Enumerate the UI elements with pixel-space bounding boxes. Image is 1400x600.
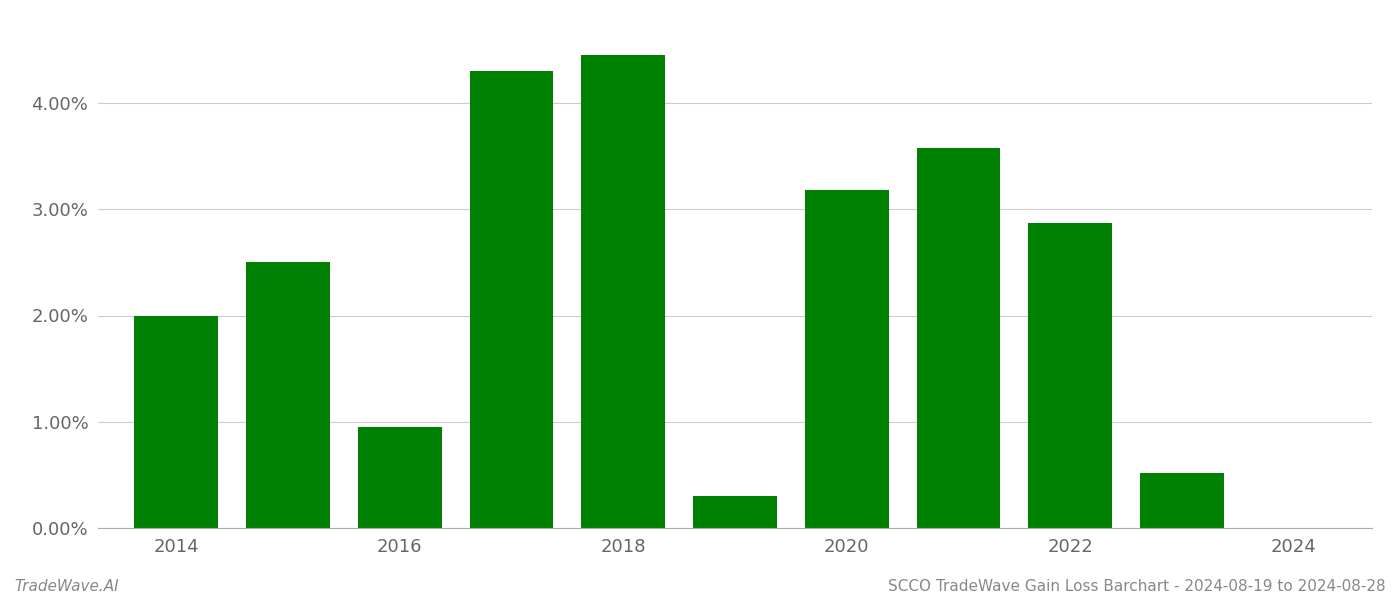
Bar [246, 262, 330, 528]
Bar [134, 316, 218, 528]
Bar [1029, 223, 1112, 528]
Text: TradeWave.AI: TradeWave.AI [14, 579, 119, 594]
Bar [469, 71, 553, 528]
Bar [805, 190, 889, 528]
Text: SCCO TradeWave Gain Loss Barchart - 2024-08-19 to 2024-08-28: SCCO TradeWave Gain Loss Barchart - 2024… [889, 579, 1386, 594]
Bar [917, 148, 1001, 528]
Bar [1140, 473, 1224, 528]
Bar [581, 55, 665, 528]
Bar [693, 496, 777, 528]
Bar [358, 427, 441, 528]
